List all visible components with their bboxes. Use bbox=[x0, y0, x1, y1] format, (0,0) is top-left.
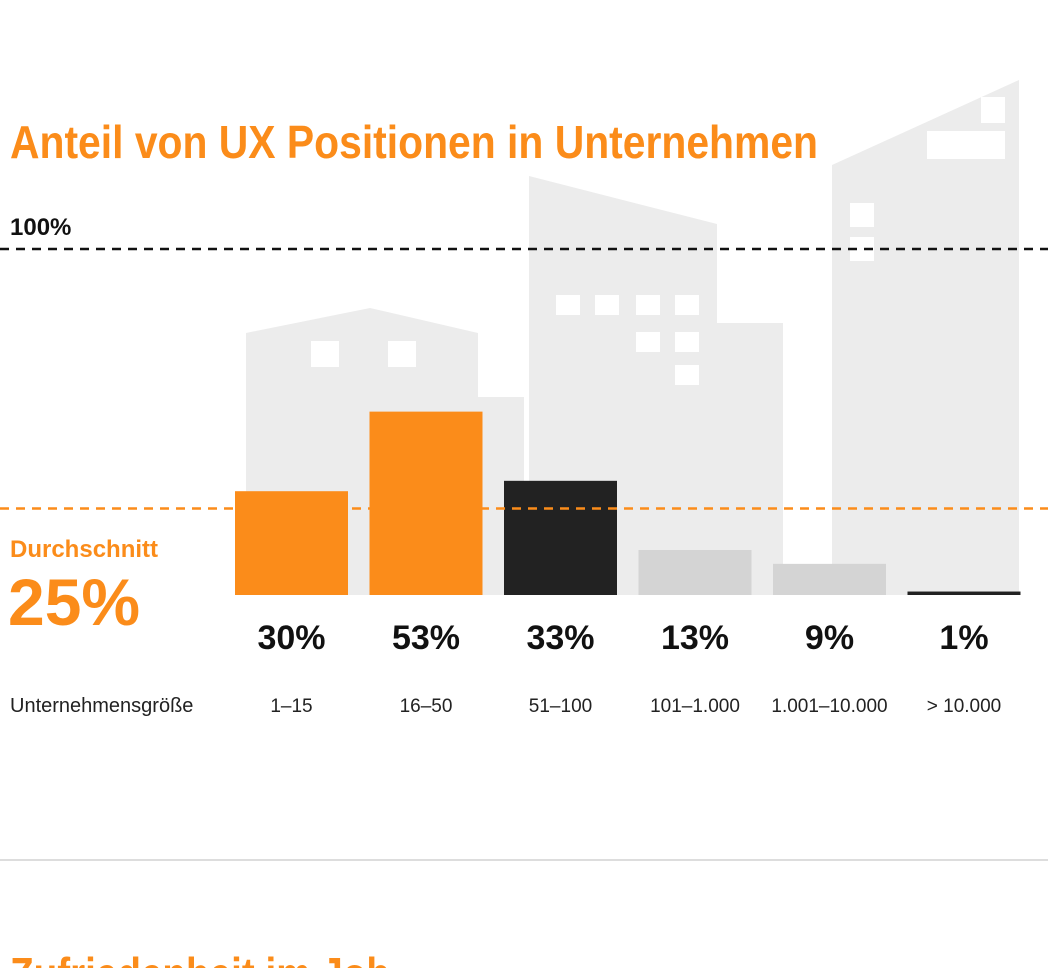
chart: Anteil von UX Positionen in Unternehmen … bbox=[0, 0, 1048, 968]
bar bbox=[639, 550, 752, 595]
bar bbox=[235, 491, 348, 595]
bar bbox=[504, 481, 617, 595]
x-axis-label: Unternehmensgröße bbox=[10, 695, 193, 717]
bar bbox=[773, 564, 886, 595]
average-value: 25% bbox=[8, 565, 140, 639]
x-tick-label: 1–15 bbox=[270, 696, 312, 717]
chart-title: Anteil von UX Positionen in Unternehmen bbox=[10, 116, 818, 168]
x-tick-label: > 10.000 bbox=[927, 696, 1002, 717]
bar bbox=[370, 412, 483, 595]
x-tick-label: 1.001–10.000 bbox=[771, 696, 887, 717]
value-label: 13% bbox=[661, 619, 729, 657]
x-tick-label: 16–50 bbox=[400, 696, 453, 717]
average-name: Durchschnitt bbox=[10, 536, 158, 563]
x-tick-label: 101–1.000 bbox=[650, 696, 740, 717]
y-tick-label: 100% bbox=[10, 214, 71, 241]
value-label: 53% bbox=[392, 619, 460, 657]
bar bbox=[908, 592, 1021, 595]
x-tick-label: 51–100 bbox=[529, 696, 592, 717]
value-label: 30% bbox=[257, 619, 325, 657]
value-label: 33% bbox=[526, 619, 594, 657]
value-label: 9% bbox=[805, 619, 854, 657]
section-title: Zufriedenheit im Job bbox=[10, 948, 390, 968]
value-label: 1% bbox=[939, 619, 988, 657]
